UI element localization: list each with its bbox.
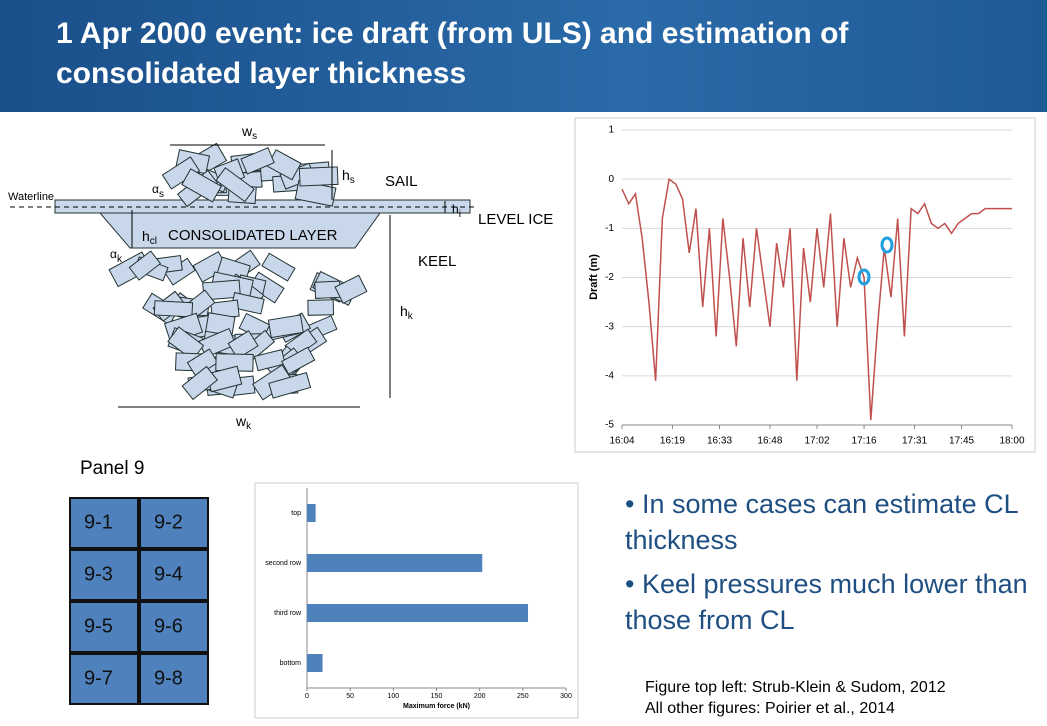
x-tick-label: 50: [346, 693, 354, 700]
panel-cell-label: 9-5: [84, 615, 113, 637]
diagram-label: KEEL: [418, 253, 456, 270]
bar: [307, 554, 483, 572]
x-tick-label: 200: [474, 693, 486, 700]
ice-block: [298, 166, 339, 187]
y-tick-label: 1: [608, 125, 614, 136]
diagram-label: hs: [342, 167, 355, 186]
diagram-label: wk: [235, 413, 252, 432]
credit: Figure top left: Strub-Klein & Sudom, 20…: [645, 679, 946, 696]
highlight-circle: [880, 236, 894, 254]
ice-block: [181, 365, 219, 401]
panel-cell-label: 9-2: [154, 511, 183, 533]
x-tick-label: 100: [387, 693, 399, 700]
bar: [307, 504, 316, 522]
y-tick-label: 0: [608, 174, 614, 185]
panel-cell: [69, 497, 139, 549]
ice-block: [227, 330, 259, 360]
diagram-label: hi: [452, 202, 461, 219]
consolidated-layer: [98, 212, 381, 249]
panel-cell: [69, 601, 139, 653]
ice-block: [268, 372, 312, 399]
data-line: [621, 177, 1012, 421]
y-tick-label: top: [291, 510, 301, 517]
x-axis-label: Maximum force (kN): [403, 703, 470, 710]
bullet-text: In some cases can estimate CL thickness: [625, 489, 1018, 555]
bar: [307, 654, 323, 672]
panel-cell-label: 9-6: [154, 615, 183, 637]
ice-block: [307, 299, 335, 316]
panel-cell-label: 9-4: [154, 563, 183, 585]
y-tick-label: -1: [605, 223, 614, 234]
panel-cell: [69, 549, 139, 601]
slide-title: 1 Apr 2000 event: ice draft (from ULS) a…: [56, 17, 849, 90]
x-tick-label: 16:19: [660, 436, 685, 447]
x-tick-label: 18:00: [999, 436, 1024, 447]
ice-block: [128, 250, 162, 281]
highlight-circle: [857, 268, 871, 286]
line-chart-frame: [574, 117, 1036, 453]
ice-block: [240, 147, 275, 175]
x-tick-label: 250: [517, 693, 529, 700]
ice-block: [167, 326, 205, 361]
y-tick-label: -4: [605, 370, 614, 381]
panel-cell-label: 9-1: [84, 511, 113, 533]
diagram-label: αk: [110, 247, 123, 264]
diagram-label: αs: [152, 182, 164, 199]
x-tick-label: 16:04: [609, 436, 634, 447]
bullet: • Keel pressures much lower than those f…: [625, 569, 1028, 635]
ice-block: [230, 292, 265, 315]
diagram-label: hk: [400, 303, 414, 322]
ice-block: [215, 167, 255, 203]
y-tick-label: second row: [265, 560, 302, 567]
credit: All other figures: Poirier et al., 2014: [645, 700, 895, 717]
x-tick-label: 16:48: [757, 436, 782, 447]
y-tick-label: -3: [605, 321, 614, 332]
panel-title: Panel 9: [80, 458, 144, 479]
y-tick-label: bottom: [280, 660, 302, 667]
diagram-label: Waterline: [8, 191, 54, 203]
bar: [307, 604, 529, 622]
x-tick-label: 0: [305, 693, 309, 700]
panel-cell: [139, 497, 209, 549]
bullet: • In some cases can estimate CL thicknes…: [625, 489, 1018, 555]
panel-cell-label: 9-7: [84, 667, 113, 689]
panel-cell: [139, 549, 209, 601]
bar-chart-frame: [254, 482, 579, 719]
ice-block: [281, 346, 316, 375]
ice-block: [253, 348, 286, 372]
ice-block: [334, 274, 368, 304]
y-axis-label: Draft (m): [588, 254, 600, 300]
ice-block: [153, 300, 194, 318]
panel-cell: [69, 653, 139, 705]
diagram-label: CONSOLIDATED LAYER: [168, 227, 338, 244]
ice-block: [267, 314, 304, 339]
y-tick-label: -5: [605, 420, 614, 431]
x-tick-label: 17:31: [902, 436, 927, 447]
panel-cell: [139, 653, 209, 705]
panel-cell: [139, 601, 209, 653]
panel-cell-label: 9-8: [154, 667, 183, 689]
x-tick-label: 300: [560, 693, 572, 700]
x-tick-label: 150: [431, 693, 443, 700]
y-tick-label: third row: [274, 610, 302, 617]
ice-block: [181, 168, 223, 203]
x-tick-label: 17:02: [804, 436, 829, 447]
diagram-label: SAIL: [385, 173, 418, 190]
x-tick-label: 16:33: [707, 436, 732, 447]
diagram-label: hcl: [142, 228, 157, 247]
ice-block: [261, 252, 296, 282]
ridge-diagram: ws hs αs hi hcl αk hk wk SAIL Waterline LEVEL ICE C…: [8, 123, 553, 432]
header: 1 Apr 2000 event: ice draft (from ULS) a…: [0, 0, 1047, 112]
x-tick-label: 17:16: [852, 436, 877, 447]
bullet-text: Keel pressures much lower than those fro…: [625, 569, 1028, 635]
y-tick-label: -2: [605, 272, 614, 283]
diagram-label: LEVEL ICE: [478, 211, 553, 228]
diagram-label: ws: [241, 123, 257, 142]
panel-cell-label: 9-3: [84, 563, 113, 585]
x-tick-label: 17:45: [949, 436, 974, 447]
